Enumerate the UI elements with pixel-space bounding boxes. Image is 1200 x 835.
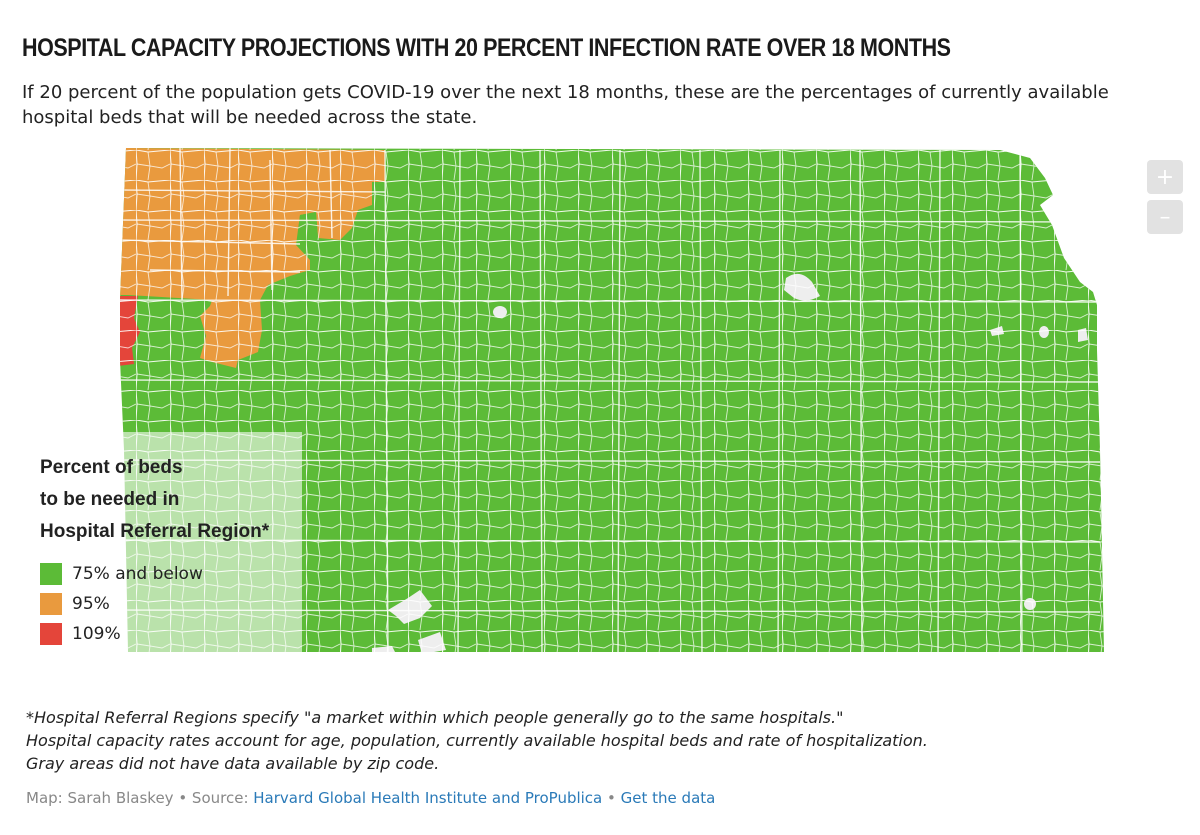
note-line: Hospital capacity rates account for age,…	[26, 731, 928, 750]
legend-title: Percent of beds to be needed in Hospital…	[40, 452, 320, 548]
map-container[interactable]: + –	[0, 140, 1200, 680]
legend-backdrop	[112, 432, 302, 654]
map-title: HOSPITAL CAPACITY PROJECTIONS WITH 20 PE…	[22, 34, 951, 62]
credit-prefix: Map: Sarah Blaskey • Source:	[26, 789, 254, 807]
credit-separator: •	[602, 789, 621, 807]
note-line: Gray areas did not have data available b…	[26, 754, 440, 773]
legend-title-line: Percent of beds	[40, 457, 183, 478]
legend-label: 95%	[72, 594, 110, 614]
get-data-link[interactable]: Get the data	[620, 789, 716, 807]
legend-swatch-green	[40, 563, 62, 585]
credit-line: Map: Sarah Blaskey • Source: Harvard Glo…	[26, 789, 715, 807]
legend-item-low: 75% and below	[40, 560, 320, 588]
zoom-out-button[interactable]: –	[1147, 200, 1183, 234]
source-link[interactable]: Harvard Global Health Institute and ProP…	[253, 789, 603, 807]
zoom-in-button[interactable]: +	[1147, 160, 1183, 194]
legend-item-high: 109%	[40, 620, 320, 648]
legend-swatch-orange	[40, 593, 62, 615]
note-line: *Hospital Referral Regions specify "a ma…	[26, 708, 844, 727]
legend-title-line: Hospital Referral Region*	[40, 521, 270, 542]
legend-label: 75% and below	[72, 564, 203, 584]
map-legend: Percent of beds to be needed in Hospital…	[40, 452, 320, 648]
legend-label: 109%	[72, 624, 121, 644]
kansas-map[interactable]	[0, 140, 1200, 680]
legend-swatch-red	[40, 623, 62, 645]
region-outlines	[120, 148, 1101, 652]
map-notes: *Hospital Referral Regions specify "a ma…	[26, 706, 1176, 775]
map-subtitle: If 20 percent of the population gets COV…	[22, 82, 1109, 128]
legend-title-line: to be needed in	[40, 489, 180, 510]
legend-item-mid: 95%	[40, 590, 320, 618]
